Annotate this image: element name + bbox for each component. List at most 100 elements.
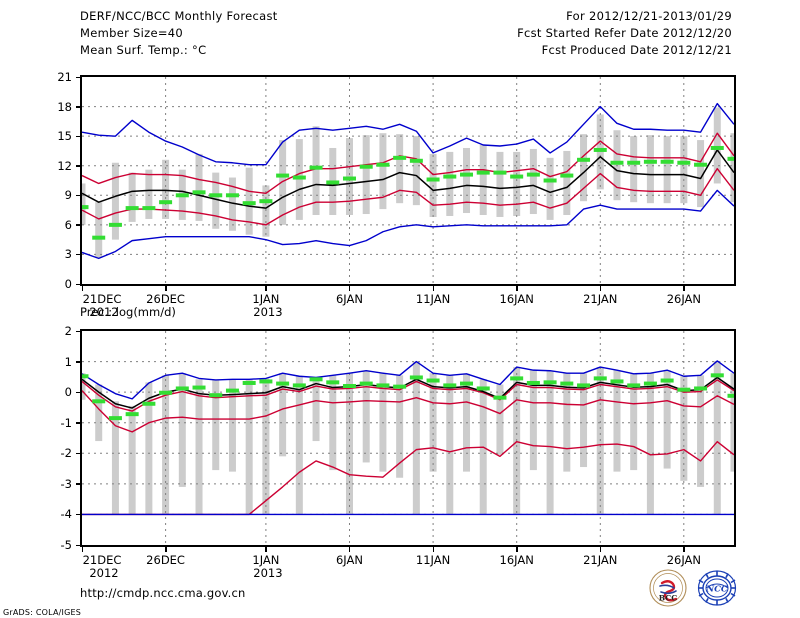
x-axis-tick: [348, 547, 351, 552]
y-axis-tick: [76, 544, 82, 546]
observed-marker: [175, 386, 189, 391]
spread-bar: [713, 107, 721, 184]
spread-bar: [379, 133, 387, 210]
spread-bar: [145, 382, 153, 515]
y-axis-tick-label: -5: [60, 538, 72, 552]
x-axis-tick-label: 11JAN: [415, 553, 451, 567]
observed-marker: [125, 412, 139, 417]
spread-bar: [463, 147, 471, 214]
x-axis-year-label: 2013: [253, 305, 283, 319]
y-axis-tick-label: 0: [64, 385, 72, 400]
observed-marker: [108, 222, 122, 227]
spread-bar: [446, 375, 454, 515]
observed-marker: [660, 378, 674, 383]
observed-marker: [359, 381, 373, 386]
precipitation-plot-svg: [80, 331, 736, 545]
series-line-upper_quartile: [82, 132, 734, 195]
series-line-max: [82, 360, 734, 400]
y-axis-tick: [76, 513, 82, 516]
y-axis-tick-label: 3: [64, 247, 72, 262]
x-axis-tick: [516, 547, 518, 552]
observed-marker: [92, 235, 106, 240]
observed-marker: [460, 381, 474, 386]
x-axis-tick: [81, 286, 83, 291]
y-axis-tick: [76, 422, 82, 424]
spread-bar: [697, 375, 705, 487]
observed-marker: [359, 164, 373, 169]
observed-marker: [225, 388, 239, 393]
observed-marker: [426, 378, 440, 383]
observed-marker: [627, 160, 641, 165]
observed-marker: [727, 393, 734, 398]
observed-marker: [443, 383, 457, 388]
spread-bar: [730, 373, 736, 472]
x-axis-tick: [599, 286, 602, 291]
spread-bar: [111, 401, 119, 515]
observed-marker: [627, 383, 641, 388]
spread-bar: [162, 159, 170, 219]
observed-marker: [82, 374, 89, 379]
observed-markers: [82, 373, 734, 421]
x-axis-tick: [165, 547, 167, 552]
observed-marker: [292, 383, 306, 388]
observed-marker: [108, 416, 122, 421]
y-axis-tick: [76, 135, 82, 138]
grads-credit: GrADS: COLA/IGES: [3, 608, 82, 617]
observed-marker: [376, 383, 390, 388]
x-axis-tick-label: 21DEC: [82, 292, 122, 306]
y-axis-tick: [76, 194, 82, 197]
x-axis-tick: [432, 547, 435, 552]
spread-bar: [396, 134, 404, 204]
spread-bar: [546, 157, 554, 220]
temperature-plot-svg: [80, 77, 736, 284]
y-axis-tick-label: 12: [57, 158, 72, 173]
observed-marker: [694, 386, 708, 391]
observed-marker: [460, 172, 474, 177]
observed-marker: [292, 175, 306, 180]
spread-bar: [80, 373, 86, 400]
x-axis-tick-label: 21DEC: [82, 553, 122, 567]
x-axis-tick-label: 16JAN: [499, 553, 534, 567]
spread-bar: [362, 370, 370, 463]
observed-marker: [326, 380, 340, 385]
y-axis-tick: [76, 452, 82, 455]
spread-bar: [396, 375, 404, 478]
spread-bar: [680, 136, 688, 204]
spread-bar: [145, 169, 153, 219]
spread-bar: [546, 370, 554, 515]
observed-marker: [242, 201, 256, 206]
spread-bar: [95, 384, 103, 442]
observed-marker: [443, 174, 457, 179]
x-axis-tick: [265, 547, 267, 552]
observed-marker: [225, 193, 239, 198]
spread-bar: [80, 183, 86, 225]
observed-marker: [242, 380, 256, 385]
series-line-mean: [82, 149, 734, 209]
svg-text:NCC: NCC: [705, 585, 728, 595]
x-axis-tick: [165, 286, 167, 291]
spread-bar: [262, 185, 270, 237]
y-axis-tick-label: 2: [64, 324, 72, 338]
spread-bar: [479, 145, 487, 215]
temperature-axis-label: Mean Surf. Temp.: °C: [80, 43, 207, 57]
observed-marker: [409, 375, 423, 380]
spread-bar: [329, 375, 337, 471]
forecast-started-label: Fcst Started Refer Date 2012/12/20: [517, 26, 732, 40]
x-axis-tick: [348, 286, 351, 291]
x-axis-tick: [432, 286, 435, 291]
forecast-lines: [82, 102, 734, 260]
spread-bar: [563, 373, 571, 472]
spread-bar: [730, 133, 736, 203]
spread-bar: [580, 134, 588, 202]
website-url[interactable]: http://cmdp.ncc.cma.gov.cn: [80, 586, 246, 600]
spread-bar: [496, 151, 504, 217]
spread-bar: [195, 379, 203, 515]
observed-marker: [660, 159, 674, 164]
forecast-range-label: For 2012/12/21-2013/01/29: [566, 9, 732, 23]
observed-marker: [493, 170, 507, 175]
observed-marker: [643, 159, 657, 164]
x-axis-tick-label: 1JAN: [252, 292, 280, 306]
spread-bar: [663, 136, 671, 204]
x-axis-year-label: 2013: [253, 566, 283, 580]
forecast-produced-label: Fcst Produced Date 2012/12/21: [541, 43, 732, 57]
